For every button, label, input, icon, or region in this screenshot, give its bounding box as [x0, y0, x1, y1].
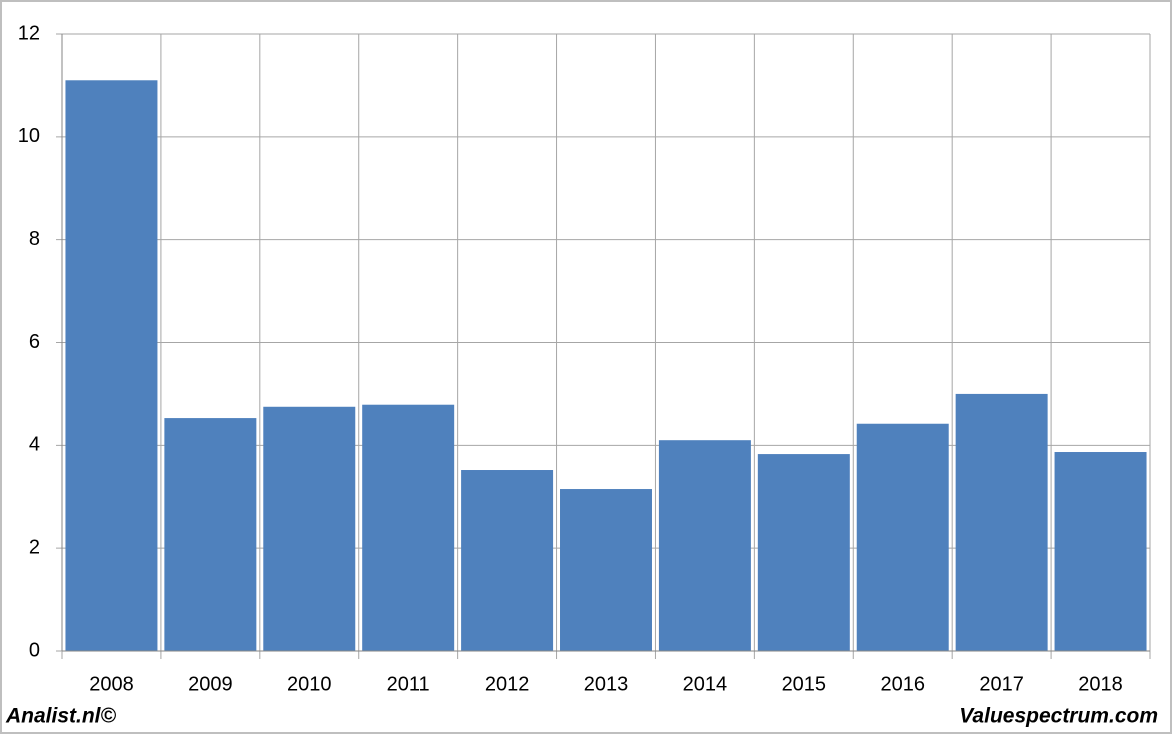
x-tick-label: 2008 — [89, 673, 134, 695]
bar — [856, 423, 949, 651]
bar — [560, 489, 652, 651]
x-tick-label: 2010 — [287, 673, 332, 695]
bar — [658, 440, 751, 651]
y-tick-label: 8 — [29, 228, 40, 250]
x-tick-label: 2017 — [979, 673, 1024, 695]
x-tick-label: 2013 — [584, 673, 629, 695]
y-tick-label: 2 — [29, 536, 40, 558]
bar — [263, 406, 356, 651]
source-right: Valuespectrum.com — [959, 705, 1158, 728]
x-tick-label: 2015 — [782, 673, 827, 695]
bar — [362, 404, 455, 651]
x-tick-label: 2014 — [683, 673, 728, 695]
bar — [757, 454, 850, 651]
y-tick-label: 12 — [18, 22, 40, 44]
bar — [164, 418, 257, 651]
x-tick-label: 2011 — [387, 673, 430, 695]
bar — [955, 393, 1048, 651]
y-tick-label: 0 — [29, 639, 40, 661]
bar — [461, 470, 554, 651]
x-tick-label: 2009 — [188, 673, 233, 695]
x-tick-label: 2016 — [880, 673, 925, 695]
y-tick-label: 6 — [29, 331, 40, 353]
y-tick-label: 10 — [18, 125, 40, 147]
x-tick-label: 2012 — [485, 673, 530, 695]
x-tick-label: 2018 — [1078, 673, 1123, 695]
bar — [65, 80, 158, 651]
y-tick-label: 4 — [29, 434, 40, 456]
source-left: Analist.nl© — [5, 705, 117, 728]
bar — [1054, 452, 1147, 651]
